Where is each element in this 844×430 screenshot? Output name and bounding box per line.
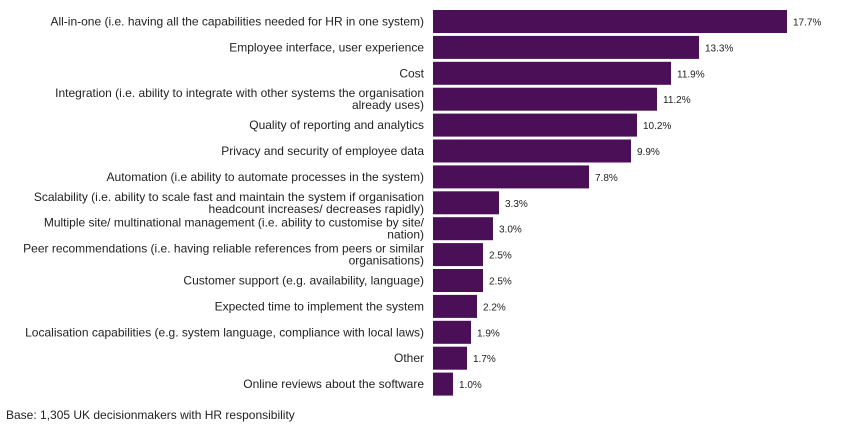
value-label-6: 7.8% bbox=[595, 173, 618, 184]
bar-3 bbox=[433, 87, 657, 111]
category-label-6: Automation (i.e ability to automate proc… bbox=[107, 170, 424, 184]
bar-10 bbox=[433, 269, 483, 292]
value-label-12: 1.9% bbox=[477, 328, 500, 339]
category-label-13: Other bbox=[394, 351, 424, 365]
value-label-2: 11.9% bbox=[677, 69, 705, 80]
value-label-1: 13.3% bbox=[705, 43, 733, 54]
value-label-3: 11.2% bbox=[663, 95, 691, 106]
category-label-9: Peer recommendations (i.e. having reliab… bbox=[23, 242, 424, 268]
bar-1 bbox=[433, 35, 699, 59]
bar-8 bbox=[433, 217, 493, 241]
bar-chart: 17.7% All-in-one (i.e. having all the cap… bbox=[23, 10, 821, 396]
category-label-12: Localisation capabilities (e.g. system l… bbox=[25, 325, 424, 339]
bar-9 bbox=[433, 243, 483, 267]
bar-11 bbox=[433, 294, 477, 318]
value-label-7: 3.3% bbox=[505, 199, 528, 210]
category-label-0: All-in-one (i.e. having all the capabili… bbox=[50, 15, 424, 29]
category-label-1: Employee interface, user experience bbox=[229, 40, 424, 54]
category-label-10: Customer support (e.g. availability, lan… bbox=[183, 274, 424, 288]
bar-5 bbox=[433, 139, 631, 163]
bar-0 bbox=[433, 10, 787, 33]
value-label-10: 2.5% bbox=[489, 277, 512, 288]
category-label-7: Scalability (i.e. ability to scale fast … bbox=[34, 190, 424, 216]
bar-12 bbox=[433, 320, 471, 344]
value-label-13: 1.7% bbox=[473, 354, 496, 365]
category-label-11: Expected time to implement the system bbox=[215, 299, 424, 313]
bar-4 bbox=[433, 113, 637, 137]
value-label-5: 9.9% bbox=[637, 147, 660, 158]
category-label-4: Quality of reporting and analytics bbox=[249, 118, 424, 132]
value-label-14: 1.0% bbox=[459, 380, 482, 391]
value-label-0: 17.7% bbox=[793, 18, 821, 29]
value-label-9: 2.5% bbox=[489, 251, 512, 262]
base-footnote: Base: 1,305 UK decisionmakers with HR re… bbox=[6, 408, 295, 422]
bar-13 bbox=[433, 346, 467, 370]
bar-7 bbox=[433, 191, 499, 215]
value-label-11: 2.2% bbox=[483, 302, 506, 313]
category-label-14: Online reviews about the software bbox=[243, 377, 424, 391]
bar-2 bbox=[433, 61, 671, 85]
category-label-8: Multiple site/ multinational management … bbox=[44, 216, 425, 242]
bar-6 bbox=[433, 165, 589, 189]
category-label-3: Integration (i.e. ability to integrate w… bbox=[55, 86, 424, 112]
value-label-8: 3.0% bbox=[499, 225, 522, 236]
bar-14 bbox=[433, 372, 453, 396]
value-label-4: 10.2% bbox=[643, 121, 671, 132]
category-label-5: Privacy and security of employee data bbox=[221, 144, 424, 158]
category-label-2: Cost bbox=[399, 66, 424, 80]
